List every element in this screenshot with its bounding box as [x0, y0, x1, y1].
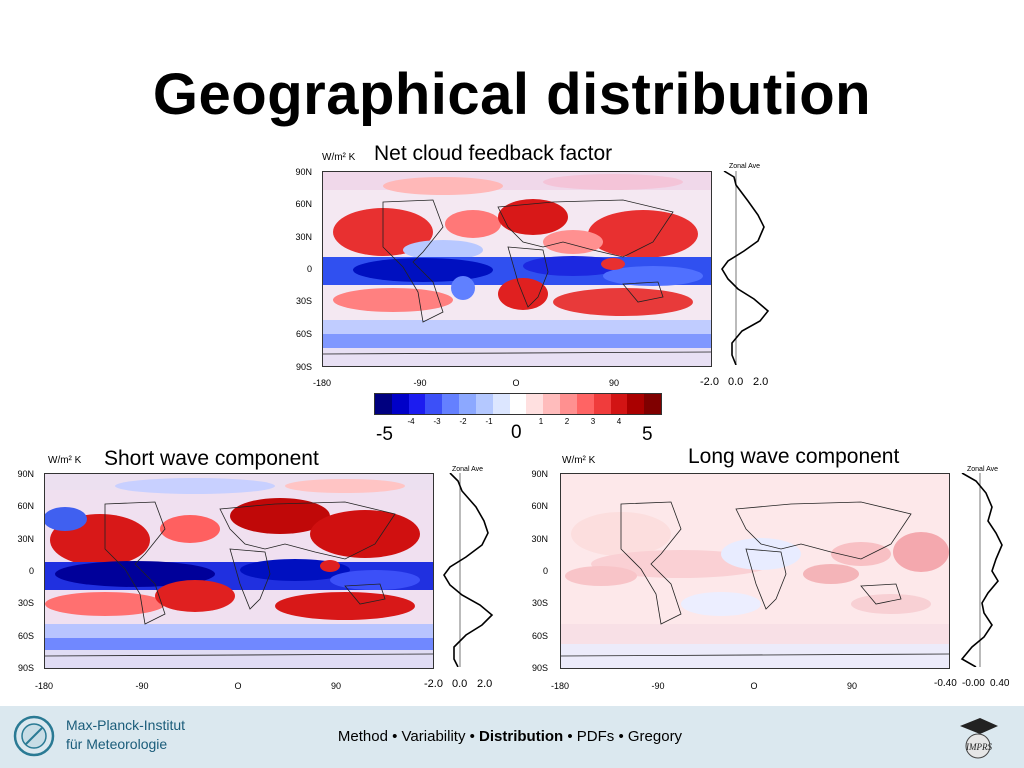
- lat-tick: 60N: [531, 501, 548, 511]
- nav-before[interactable]: Method • Variability •: [337, 728, 480, 745]
- colorbar-tick: -3: [433, 417, 441, 426]
- colorbar-swatch: [425, 394, 443, 414]
- institute-line-1: Max-Planck-Institut: [66, 717, 186, 733]
- zonal-tick: 0.0: [728, 376, 744, 388]
- colorbar-tick: 2: [564, 417, 570, 426]
- colorbar-swatch: [509, 394, 527, 414]
- lat-tick: 60N: [295, 199, 312, 209]
- zonal-tick: 0.40: [990, 678, 1010, 689]
- colorbar-tick: 4: [616, 417, 622, 426]
- svg-text:IMPRS: IMPRS: [965, 742, 992, 752]
- institute-name: Max-Planck-Institut für Meteorologie: [66, 716, 185, 754]
- lon-tick: -180: [312, 378, 331, 388]
- lon-tick: -90: [413, 378, 427, 388]
- colorbar-swatch: [610, 394, 628, 414]
- lat-tick: 90S: [531, 663, 548, 673]
- colorbar-swatch: [627, 394, 645, 414]
- footer-bar: [0, 706, 1024, 768]
- colorbar-swatch: [560, 394, 577, 414]
- lat-tick: 90N: [17, 469, 34, 479]
- imprs-logo: IMPRS: [952, 712, 1004, 765]
- lon-tick: 90: [846, 681, 857, 691]
- nav-current[interactable]: Distribution: [479, 728, 564, 745]
- lon-tick: -180: [550, 681, 569, 691]
- lat-tick: 0: [28, 566, 34, 576]
- net-unit-label: W/m² K: [322, 152, 356, 163]
- lon-tick: O: [234, 681, 242, 691]
- lat-tick: 30S: [531, 598, 548, 608]
- short-zonal-title: Zonal Ave: [452, 466, 484, 473]
- lat-tick: 0: [306, 264, 312, 274]
- lon-tick: O: [750, 681, 758, 691]
- lat-tick: 90S: [295, 362, 312, 372]
- zonal-tick: -0.00: [962, 678, 985, 689]
- zonal-tick: -2.0: [424, 678, 443, 690]
- lat-tick: 60S: [531, 631, 548, 641]
- colorbar-max-label: 5: [642, 424, 653, 445]
- lat-tick: 30N: [531, 534, 548, 544]
- lon-tick: O: [512, 378, 520, 388]
- short-panel-title: Short wave component: [104, 447, 319, 470]
- nav-after[interactable]: • PDFs • Gregory: [563, 728, 683, 745]
- colorbar-swatch: [526, 394, 544, 414]
- lat-tick: 30S: [295, 296, 312, 306]
- long-wave-map: [560, 473, 950, 669]
- short-wave-map: [44, 473, 434, 669]
- net-cloud-map: [322, 171, 712, 367]
- colorbar-swatch: [644, 394, 662, 414]
- lat-tick: 0: [542, 566, 548, 576]
- zonal-tick: -2.0: [700, 376, 719, 388]
- lon-tick: -90: [651, 681, 665, 691]
- long-zonal-average-plot: [952, 472, 1014, 672]
- colorbar-tick: -1: [485, 417, 493, 426]
- lat-tick: 90S: [17, 663, 34, 673]
- colorbar-tick: -2: [459, 417, 467, 426]
- colorbar-swatch: [593, 394, 611, 414]
- colorbar-swatch: [543, 394, 561, 414]
- long-panel-title: Long wave component: [688, 445, 900, 468]
- colorbar-mid-label: 0: [511, 422, 522, 443]
- colorbar-swatch: [442, 394, 460, 414]
- colorbar-swatch: [576, 394, 594, 414]
- lat-tick: 60S: [295, 329, 312, 339]
- colorbar: [374, 393, 662, 415]
- lon-tick: 90: [330, 681, 341, 691]
- colorbar-swatch: [492, 394, 510, 414]
- colorbar-swatch: [459, 394, 476, 414]
- zonal-tick: 2.0: [753, 376, 769, 388]
- zonal-tick: 0.0: [452, 678, 468, 690]
- zonal-tick: -0.40: [934, 678, 957, 689]
- colorbar-swatch: [391, 394, 409, 414]
- lat-tick: 90N: [531, 469, 548, 479]
- lat-tick: 60S: [17, 631, 34, 641]
- mpi-logo: [12, 714, 56, 763]
- lon-tick: 90: [608, 378, 619, 388]
- short-unit-label: W/m² K: [48, 455, 82, 466]
- lat-tick: 30S: [17, 598, 34, 608]
- lat-tick: 30N: [295, 232, 312, 242]
- institute-line-2: für Meteorologie: [66, 736, 168, 752]
- lat-tick: 60N: [17, 501, 34, 511]
- long-zonal-title: Zonal Ave: [967, 466, 999, 473]
- long-unit-label: W/m² K: [562, 455, 596, 466]
- slide-title: Geographical distribution: [152, 62, 872, 127]
- colorbar-tick: -4: [407, 417, 415, 426]
- colorbar-swatch: [475, 394, 493, 414]
- footer-navigation: Method • Variability • Distribution • PD…: [300, 728, 720, 745]
- colorbar-tick: 1: [538, 417, 544, 426]
- lon-tick: -90: [135, 681, 149, 691]
- lat-tick: 30N: [17, 534, 34, 544]
- lon-tick: -180: [34, 681, 53, 691]
- colorbar-tick: 3: [590, 417, 596, 426]
- short-zonal-average-plot: [436, 472, 502, 672]
- colorbar-swatch: [375, 394, 392, 414]
- net-panel-title: Net cloud feedback factor: [374, 142, 613, 165]
- net-zonal-average-plot: [714, 170, 780, 370]
- net-zonal-title: Zonal Ave: [729, 163, 761, 170]
- lat-tick: 90N: [295, 167, 312, 177]
- colorbar-min-label: -5: [376, 424, 393, 445]
- zonal-tick: 2.0: [477, 678, 493, 690]
- colorbar-swatch: [408, 394, 426, 414]
